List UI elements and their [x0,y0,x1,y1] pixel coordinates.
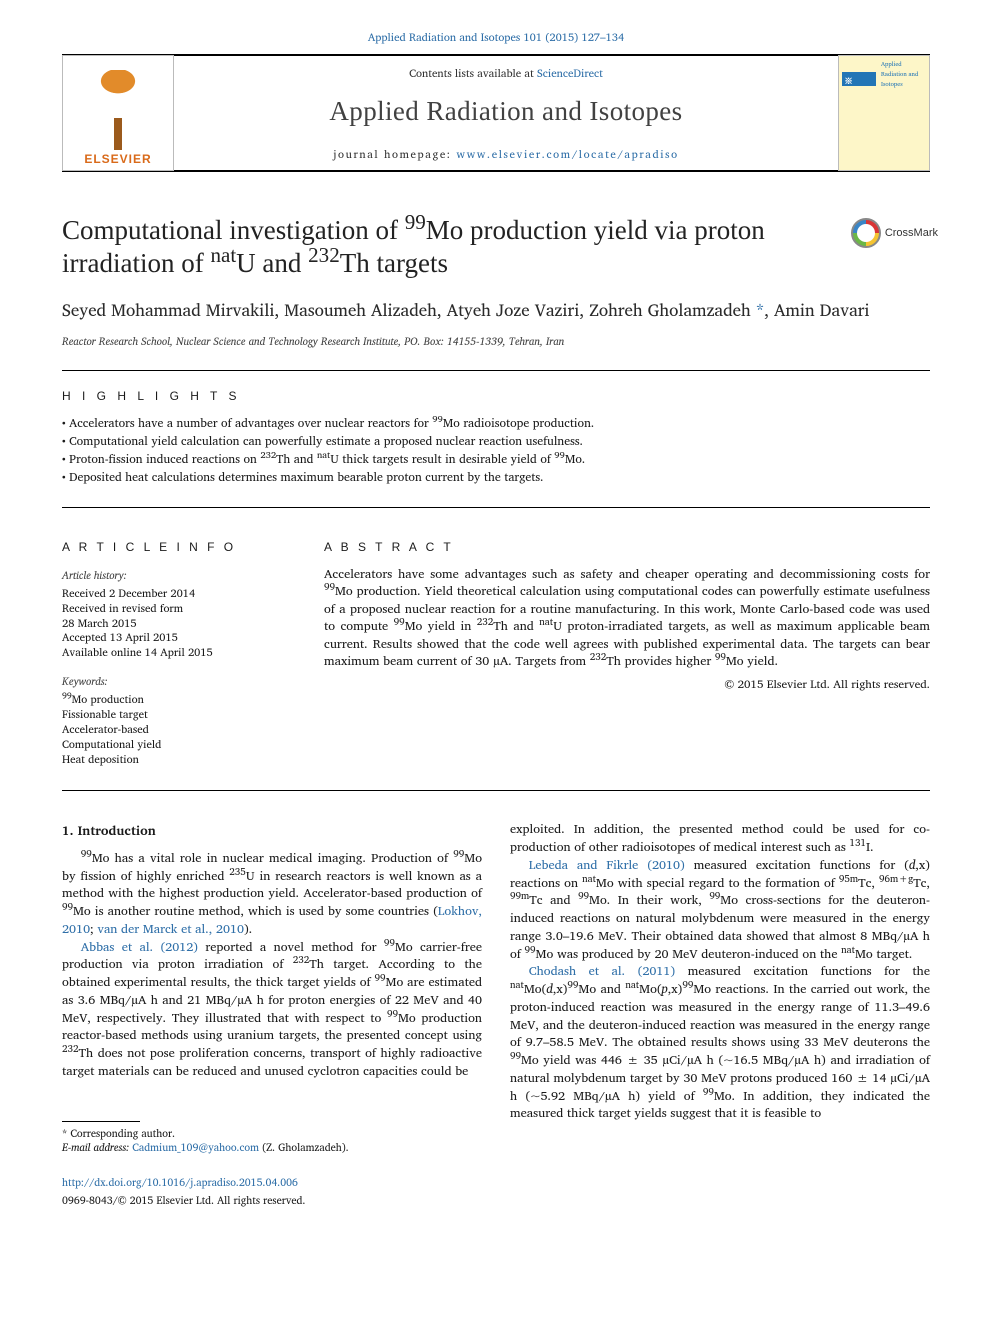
highlight-item: Accelerators have a number of advantages… [62,415,930,433]
abstract-label: A B S T R A C T [324,540,930,554]
abstract-copyright: © 2015 Elsevier Ltd. All rights reserved… [324,675,930,694]
page-footer: http://dx.doi.org/10.1016/j.apradiso.201… [62,1173,930,1209]
corresponding-author-note: * Corresponding author. E-mail address: … [62,1121,482,1156]
sciencedirect-link[interactable]: ScienceDirect [537,64,603,82]
elsevier-wordmark: ELSEVIER [84,152,151,166]
highlights-list: Accelerators have a number of advantages… [62,415,930,487]
article-title: Computational investigation of 99Mo prod… [62,214,930,281]
history-header: Article history: [62,566,284,584]
article-history: Article history: Received 2 December 201… [62,566,284,660]
homepage-prefix: journal homepage: [333,145,456,163]
citation-header: Applied Radiation and Isotopes 101 (2015… [62,28,930,46]
contents-line: Contents lists available at ScienceDirec… [176,64,836,82]
homepage-link[interactable]: www.elsevier.com/locate/apradiso [456,145,678,163]
highlight-item: Deposited heat calculations determines m… [62,469,930,487]
body-para: Abbas et al. (2012) reported a novel met… [62,939,482,1081]
crossmark-widget[interactable]: CrossMark [851,218,938,248]
contents-prefix: Contents lists available at [409,64,537,82]
history-line: Available online 14 April 2015 [62,645,284,660]
corr-email-prefix: E-mail address: [62,1138,132,1156]
elsevier-tree-icon [81,70,155,150]
journal-cover-thumb: Applied Radiation and Isotopes [838,55,930,171]
keywords: Keywords: 99Mo productionFissionable tar… [62,672,284,766]
keywords-header: Keywords: [62,672,284,690]
highlight-item: Computational yield calculation can powe… [62,433,930,451]
authors: Seyed Mohammad Mirvakili, Masoumeh Aliza… [62,297,930,324]
divider [62,370,930,371]
divider [62,790,930,791]
body-para: exploited. In addition, the presented me… [510,821,930,857]
body-para: Lebeda and Fikrle (2010) measured excita… [510,857,930,964]
crossmark-label: CrossMark [885,227,938,239]
highlights-label: H I G H L I G H T S [62,389,930,403]
journal-name: Applied Radiation and Isotopes [176,96,836,127]
body-columns: 1. Introduction 99Mo has a vital role in… [62,821,930,1155]
highlight-item: Proton-fission induced reactions on 232T… [62,451,930,469]
corr-email-link[interactable]: Cadmium_109@yahoo.com [132,1138,259,1156]
intro-heading: 1. Introduction [62,821,482,839]
homepage-line: journal homepage: www.elsevier.com/locat… [176,145,836,163]
doi-link[interactable]: http://dx.doi.org/10.1016/j.apradiso.201… [62,1173,298,1191]
body-para: 99Mo has a vital role in nuclear medical… [62,850,482,939]
body-para: Chodash et al. (2011) measured excitatio… [510,963,930,1123]
cover-badge-icon [842,72,876,86]
cover-mini-title: Applied Radiation and Isotopes [881,59,926,89]
divider [62,507,930,508]
citation-link[interactable]: Applied Radiation and Isotopes 101 (2015… [368,28,624,46]
affiliation: Reactor Research School, Nuclear Science… [62,332,930,350]
corr-email-suffix: (Z. Gholamzadeh). [259,1138,349,1156]
keyword-item: Heat deposition [62,752,284,767]
crossmark-icon [851,218,881,248]
elsevier-logo: ELSEVIER [62,55,174,171]
article-info-label: A R T I C L E I N F O [62,540,284,554]
masthead: ELSEVIER Contents lists available at Sci… [62,54,930,172]
abstract-text: Accelerators have some advantages such a… [324,566,930,671]
issn-line: 0969-8043/© 2015 Elsevier Ltd. All right… [62,1191,930,1209]
